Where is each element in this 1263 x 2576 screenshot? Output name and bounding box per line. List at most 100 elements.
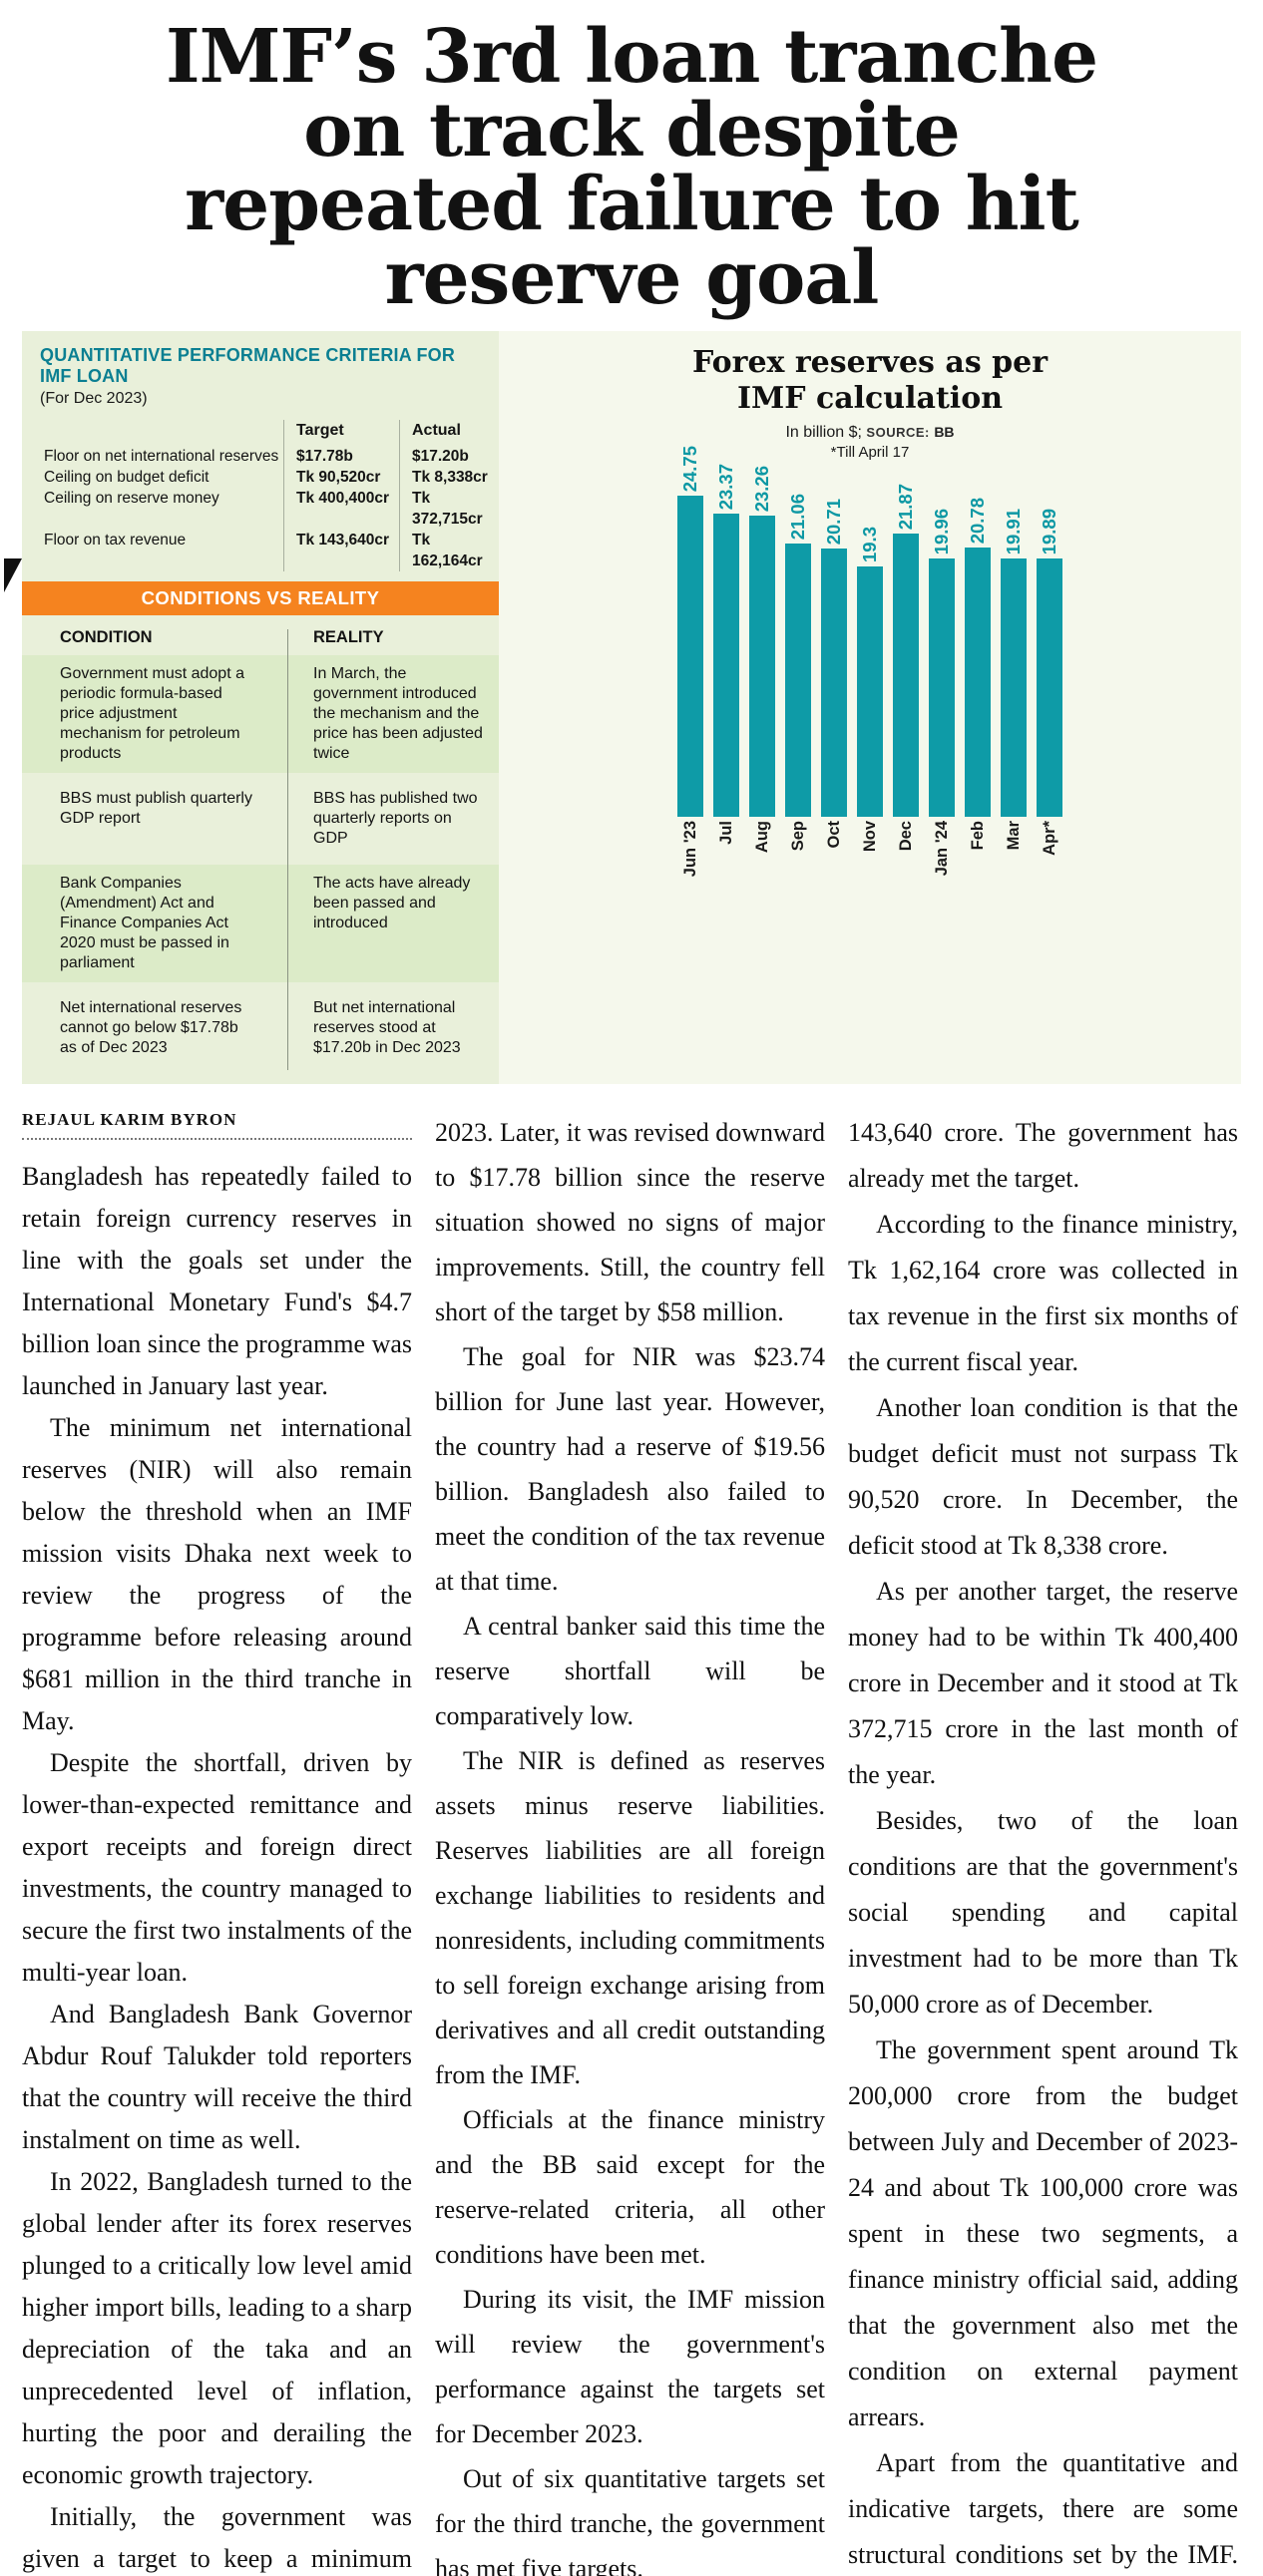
criteria-row-label: Floor on tax revenue bbox=[44, 532, 187, 549]
axis-label: Jan '24 bbox=[932, 821, 951, 877]
criteria-row-label: Ceiling on budget deficit bbox=[44, 469, 210, 486]
bar bbox=[821, 549, 847, 817]
criteria-header-target: Target bbox=[283, 420, 399, 446]
bar bbox=[749, 516, 775, 817]
bar-column: 19.3 bbox=[852, 527, 888, 817]
article-paragraph: Officials at the finance ministry and th… bbox=[435, 2105, 825, 2269]
headline: IMF’s 3rd loan tranche on track despite … bbox=[0, 0, 1263, 315]
article-paragraph: In 2022, Bangladesh turned to the global… bbox=[22, 2167, 412, 2489]
criteria-row-label: Ceiling on reserve money bbox=[44, 490, 219, 507]
bar-value-label: 20.71 bbox=[822, 498, 844, 545]
forex-chart: Forex reserves as per IMF calculation In… bbox=[499, 331, 1241, 1084]
bar-value-label: 24.75 bbox=[678, 445, 700, 492]
conditions-row: Bank Companies (Amendment) Act and Finan… bbox=[22, 865, 499, 982]
axis-label: Oct bbox=[824, 821, 843, 849]
bar-column: 24.75 bbox=[672, 446, 708, 817]
byline: REJAUL KARIM BYRON bbox=[22, 1110, 237, 1129]
conditions-rows: Government must adopt a periodic formula… bbox=[22, 655, 499, 1067]
article-column-3: 143,640 crore. The government has alread… bbox=[848, 1110, 1238, 2576]
bar-chart-axis-labels: Jun '23 Jul Aug Sep Oct Nov Dec Jan '24 Feb Mar Ap… bbox=[672, 817, 1067, 877]
column-1-paragraphs: Bangladesh has repeatedly failed to reta… bbox=[22, 1156, 412, 2576]
axis-label-column: Apr* bbox=[1032, 817, 1067, 856]
axis-label-column: Aug bbox=[744, 817, 780, 853]
criteria-row-label: Floor on net international reserves bbox=[44, 448, 279, 465]
article-paragraph: And Bangladesh Bank Governor Abdur Rouf … bbox=[22, 2000, 412, 2154]
condition-header: CONDITION bbox=[60, 628, 153, 646]
article-paragraph: Besides, two of the loan conditions are … bbox=[848, 1806, 1238, 2019]
criteria-actual-value: Tk 162,164cr bbox=[399, 530, 489, 571]
bar-column: 19.96 bbox=[924, 509, 960, 817]
axis-label: Sep bbox=[788, 821, 807, 852]
headline-line: reserve goal bbox=[384, 235, 880, 321]
conditions-header-row: CONDITION REALITY bbox=[22, 627, 499, 649]
chart-source-label: SOURCE: bbox=[866, 425, 930, 440]
article-paragraph: Despite the shortfall, driven by lower-t… bbox=[22, 1748, 412, 1987]
bar-value-label: 23.37 bbox=[714, 463, 736, 510]
chart-source-value: BB bbox=[934, 424, 955, 440]
infographic-subtitle: (For Dec 2023) bbox=[40, 390, 148, 407]
bar bbox=[677, 496, 703, 817]
article-column-1: REJAUL KARIM BYRON Bangladesh has repeat… bbox=[22, 1110, 412, 2576]
condition-cell: BBS must publish quarterly GDP report bbox=[60, 790, 252, 827]
article-body: REJAUL KARIM BYRON Bangladesh has repeat… bbox=[22, 1110, 1241, 2576]
bar bbox=[1001, 558, 1027, 817]
article-paragraph: Apart from the quantitative and indicati… bbox=[848, 2448, 1238, 2569]
conditions-row: Net international reserves cannot go bel… bbox=[22, 989, 499, 1067]
article-paragraph: 2023. Later, it was revised downward to … bbox=[435, 1118, 826, 1326]
axis-label: Jul bbox=[716, 821, 735, 845]
article-paragraph: Out of six quantitative targets set for … bbox=[435, 2464, 825, 2576]
article-paragraph: Initially, the government was given a ta… bbox=[22, 2502, 412, 2573]
article-paragraph: Bangladesh has repeatedly failed to reta… bbox=[22, 1162, 412, 1400]
criteria-target-value: Tk 90,520cr bbox=[283, 467, 399, 488]
axis-label-column: Feb bbox=[960, 817, 996, 850]
axis-label: Nov bbox=[860, 821, 879, 853]
reality-cell: But net international reserves stood at … bbox=[313, 999, 461, 1056]
condition-cell: Bank Companies (Amendment) Act and Finan… bbox=[60, 875, 229, 971]
axis-label-column: Oct bbox=[816, 817, 852, 849]
chart-note: *Till April 17 bbox=[830, 444, 910, 461]
axis-label: Mar bbox=[1004, 821, 1023, 851]
article-paragraph: During its visit, the IMF mission will r… bbox=[435, 2285, 825, 2448]
bar-column: 23.37 bbox=[708, 464, 744, 817]
bar-value-label: 19.96 bbox=[930, 508, 952, 554]
criteria-target-value: Tk 400,400cr bbox=[283, 488, 399, 530]
bar-column: 20.78 bbox=[960, 498, 996, 817]
bar-column: 19.89 bbox=[1032, 509, 1067, 817]
bar-column: 23.26 bbox=[744, 466, 780, 817]
column-3-paragraphs: 143,640 crore. The government has alread… bbox=[848, 1110, 1238, 2576]
bar bbox=[893, 534, 919, 817]
criteria-target-value: Tk 143,640cr bbox=[283, 530, 399, 571]
chart-title-line: IMF calculation bbox=[736, 381, 1004, 416]
infographic: QUANTITATIVE PERFORMANCE CRITERIA FOR IM… bbox=[22, 331, 1241, 1084]
article-paragraph: 143,640 crore. The government has alread… bbox=[848, 1118, 1238, 1193]
reality-cell: BBS has published two quarterly reports … bbox=[313, 790, 478, 847]
bar-value-label: 19.91 bbox=[1002, 508, 1024, 554]
article-paragraph: The NIR is defined as reserves assets mi… bbox=[435, 1746, 825, 2089]
condition-cell: Net international reserves cannot go bel… bbox=[60, 999, 242, 1056]
article-paragraph: The government spent around Tk 200,000 c… bbox=[848, 2035, 1238, 2431]
reality-header: REALITY bbox=[313, 628, 384, 646]
bar bbox=[785, 544, 811, 817]
bar-column: 19.91 bbox=[996, 509, 1032, 817]
axis-label-column: Sep bbox=[780, 817, 816, 851]
criteria-actual-value: $17.20b bbox=[399, 446, 489, 467]
condition-cell: Government must adopt a periodic formula… bbox=[60, 665, 244, 762]
bar-value-label: 21.87 bbox=[894, 483, 916, 530]
notch-decoration bbox=[4, 558, 22, 592]
conditions-row: BBS must publish quarterly GDP report BBS… bbox=[22, 780, 499, 858]
headline-line: on track despite bbox=[303, 88, 961, 174]
criteria-table: Target Actual Floor on net international… bbox=[44, 420, 489, 571]
criteria-section: QUANTITATIVE PERFORMANCE CRITERIA FOR IM… bbox=[22, 331, 499, 1084]
article-paragraph: As per another target, the reserve money… bbox=[848, 1577, 1238, 1789]
divider-line bbox=[287, 629, 288, 1070]
axis-label: Aug bbox=[752, 821, 771, 854]
bar-value-label: 21.06 bbox=[786, 493, 808, 540]
infographic-title: QUANTITATIVE PERFORMANCE CRITERIA FOR IM… bbox=[40, 345, 456, 386]
axis-label-column: Dec bbox=[888, 817, 924, 851]
bar-value-label: 19.89 bbox=[1038, 508, 1059, 554]
headline-line: repeated failure to hit bbox=[185, 162, 1079, 247]
reality-cell: The acts have already been passed and in… bbox=[313, 875, 471, 931]
bar-value-label: 19.3 bbox=[858, 526, 880, 562]
axis-label: Jun '23 bbox=[680, 821, 699, 878]
article-paragraph: A central banker said this time the rese… bbox=[435, 1612, 825, 1730]
